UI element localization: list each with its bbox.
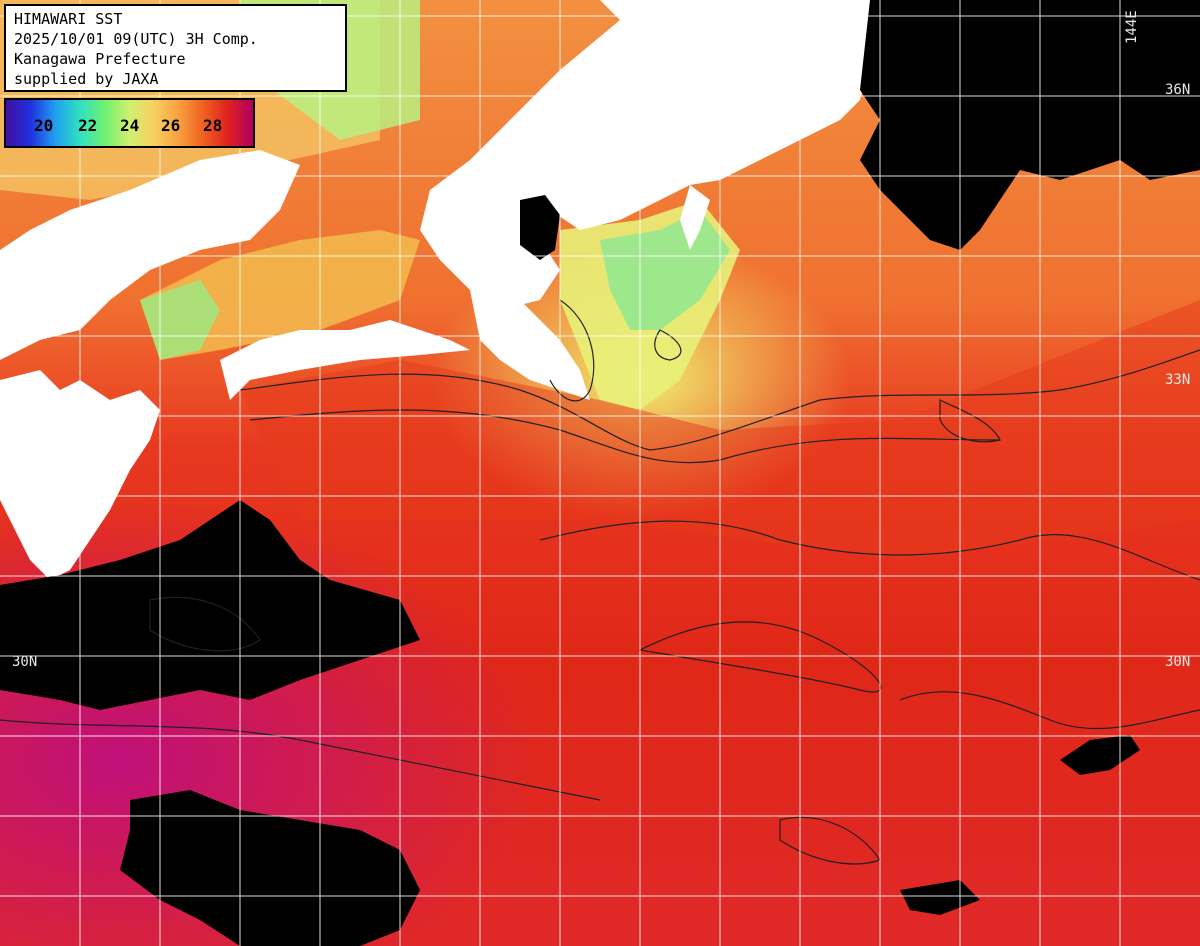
legend-tick-24: 24: [120, 116, 140, 135]
cloud-bay: [520, 195, 560, 260]
lat-label-30n-left: 30N: [12, 654, 38, 670]
info-region: Kanagawa Prefecture: [14, 50, 186, 68]
isotherm-contours: [0, 299, 1200, 865]
land-west: [0, 150, 300, 360]
lat-label-30n-right: 30N: [1165, 654, 1191, 670]
map-info-box: HIMAWARI SST 2025/10/01 09(UTC) 3H Comp.…: [4, 4, 347, 92]
land-izu: [680, 185, 710, 250]
cloud-northeast: [860, 0, 1200, 250]
legend-tick-20: 20: [34, 116, 54, 135]
land-shikoku: [220, 320, 470, 400]
info-title: HIMAWARI SST: [14, 10, 123, 28]
lat-label-36n: 36N: [1165, 82, 1191, 98]
cloud-southeast: [1060, 735, 1140, 775]
cloud-west-1: [0, 500, 420, 710]
cloud-bottom-right: [900, 880, 980, 915]
lat-label-33n: 33N: [1165, 372, 1191, 388]
lon-label-144e: 144E: [1124, 10, 1140, 44]
green-water-bay: [600, 210, 730, 330]
cloud-west-2: [120, 790, 420, 946]
info-source: supplied by JAXA: [14, 70, 159, 88]
info-datetime: 2025/10/01 09(UTC) 3H Comp.: [14, 30, 258, 48]
legend-tick-28: 28: [203, 116, 223, 135]
legend-tick-22: 22: [78, 116, 98, 135]
sst-color-legend: 20 22 24 26 28: [4, 98, 255, 148]
legend-tick-26: 26: [161, 116, 181, 135]
